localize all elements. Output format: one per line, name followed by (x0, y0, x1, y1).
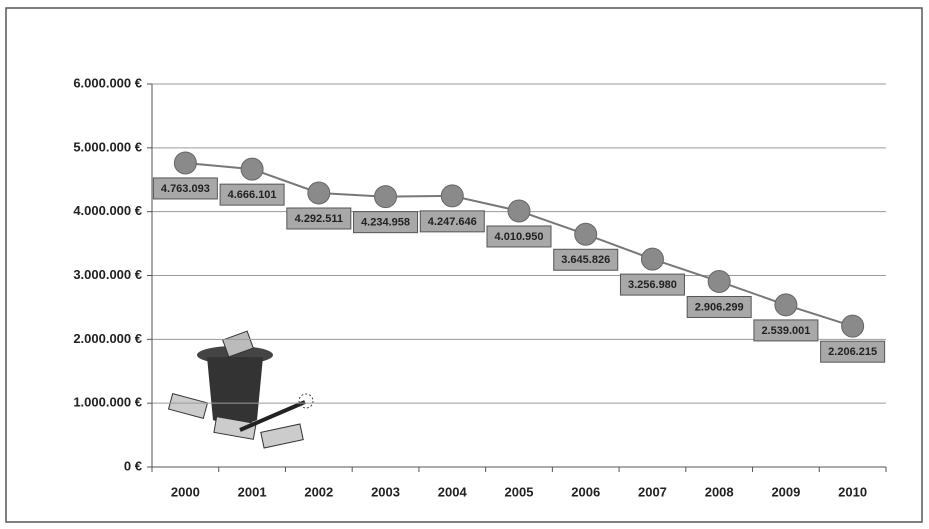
value-label: 4.666.101 (219, 183, 285, 206)
value-label-text: 3.645.826 (561, 254, 610, 266)
value-label-text: 2.206.215 (828, 346, 877, 358)
marker (574, 222, 598, 246)
label-box (753, 319, 819, 342)
marker (173, 151, 197, 175)
x-tick-label: 2005 (505, 484, 534, 499)
label-box (820, 340, 886, 363)
y-tick-label: 4.000.000 € (73, 203, 142, 218)
value-label: 2.906.299 (686, 295, 752, 318)
label-box (419, 210, 485, 233)
marker (507, 199, 531, 223)
marker (640, 247, 664, 271)
value-label: 4.010.950 (486, 225, 552, 248)
marker (307, 181, 331, 205)
x-tick-label: 2006 (571, 484, 600, 499)
y-tick-label: 3.000.000 € (73, 267, 142, 282)
y-tick-label: 2.000.000 € (73, 331, 142, 346)
y-tick-label: 6.000.000 € (73, 75, 142, 90)
frame (5, 7, 923, 523)
value-label-text: 3.256.980 (628, 279, 677, 291)
label-box (219, 183, 285, 206)
value-label-text: 4.247.646 (428, 216, 477, 228)
value-label-text: 4.234.958 (361, 217, 410, 229)
marker (440, 184, 464, 208)
value-label: 4.292.511 (286, 207, 352, 230)
marker (707, 269, 731, 293)
value-label-text: 2.906.299 (695, 301, 744, 313)
value-label: 2.539.001 (753, 319, 819, 342)
label-box (486, 225, 552, 248)
y-tick-label: 1.000.000 € (73, 395, 142, 410)
x-tick-label: 2004 (438, 484, 468, 499)
value-label-text: 4.666.101 (228, 189, 277, 201)
label-box (286, 207, 352, 230)
label-box (686, 295, 752, 318)
value-label-text: 4.763.093 (161, 183, 210, 195)
value-label-text: 4.292.511 (295, 213, 343, 225)
label-box (553, 248, 619, 271)
x-tick-label: 2003 (371, 484, 400, 499)
marker (774, 293, 798, 317)
value-label: 2.206.215 (820, 340, 886, 363)
marker (841, 314, 865, 338)
x-tick-label: 2002 (304, 484, 333, 499)
marker (374, 185, 398, 209)
value-label: 3.256.980 (619, 273, 685, 296)
y-tick-label: 5.000.000 € (73, 139, 142, 154)
value-label: 3.645.826 (553, 248, 619, 271)
clip-art (167, 330, 314, 449)
label-box (619, 273, 685, 296)
x-tick-label: 2000 (171, 484, 200, 499)
value-label: 4.234.958 (353, 211, 419, 234)
x-tick-label: 2009 (771, 484, 800, 499)
marker (240, 157, 264, 181)
value-label-text: 2.539.001 (761, 325, 810, 337)
x-tick-label: 2007 (638, 484, 667, 499)
label-box (152, 177, 218, 200)
x-tick-label: 2001 (238, 484, 267, 499)
x-tick-label: 2010 (838, 484, 867, 499)
value-label: 4.247.646 (419, 210, 485, 233)
label-box (353, 211, 419, 234)
value-label-text: 4.010.950 (495, 231, 544, 243)
value-label: 4.763.093 (152, 177, 218, 200)
x-tick-label: 2008 (705, 484, 734, 499)
y-tick-label: 0 € (124, 458, 142, 473)
